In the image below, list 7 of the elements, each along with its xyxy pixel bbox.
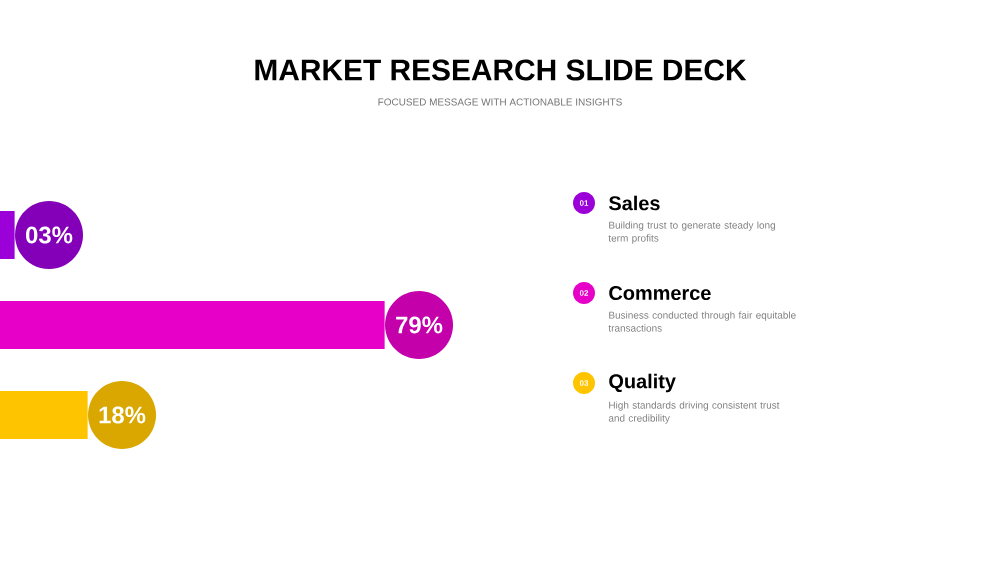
- data-label: 79%: [396, 316, 443, 334]
- data-label: 03%: [26, 226, 73, 244]
- y-tick-label: Quality: [609, 373, 676, 393]
- y-tick-label: Commerce: [609, 285, 711, 301]
- data-label: 18%: [99, 406, 146, 424]
- y-tick-label: Sales: [608, 195, 660, 211]
- text: MARKET RESEARCH SLIDE DECK: [255, 59, 747, 81]
